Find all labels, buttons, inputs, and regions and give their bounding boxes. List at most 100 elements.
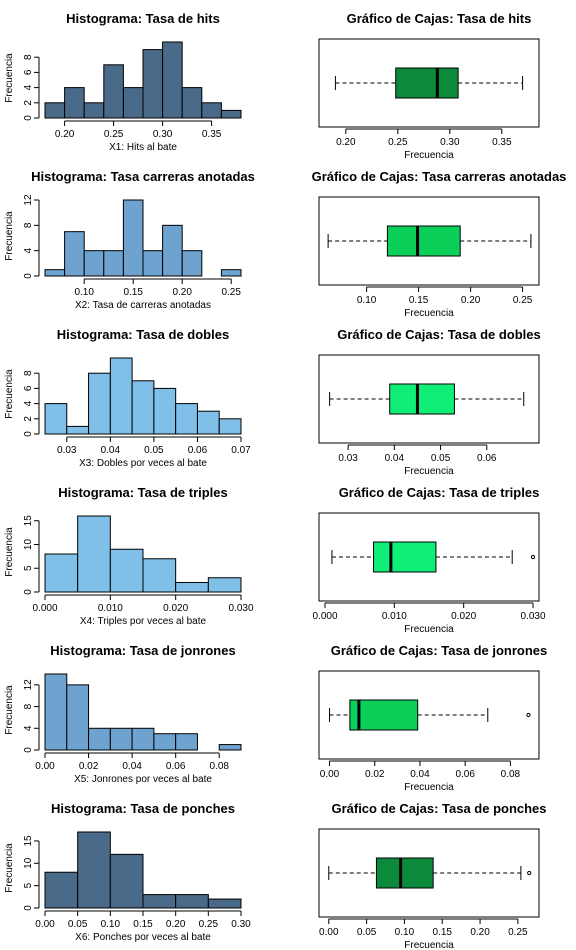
histogram-bar — [44, 102, 66, 119]
boxplot-frame — [318, 196, 540, 286]
histogram-bar — [109, 727, 133, 751]
histogram-panel: Histograma: Tasa de ponches 0.00 0.05 0.10 0… — [4, 801, 251, 943]
x-tick-label: 0.020 — [451, 611, 476, 622]
x-axis-label: X3: Dobles por veces al bate — [79, 458, 207, 469]
histogram-bar — [103, 64, 124, 119]
x-tick-label: 0.08 — [209, 761, 229, 772]
y-axis-label: Frecuencia — [4, 527, 15, 577]
x-tick-label: 0.06 — [455, 769, 475, 780]
x-axis-label: X4: Triples por veces al bate — [80, 616, 207, 627]
histogram-bar — [153, 733, 177, 751]
x-tick-label: 0.30 — [440, 137, 460, 148]
boxplot-title: Gráfico de Cajas: Tasa carreras anotadas — [312, 169, 567, 184]
histogram-bar — [175, 894, 209, 909]
boxplot-title: Gráfico de Cajas: Tasa de dobles — [337, 327, 541, 342]
y-tick-label: 6 — [23, 385, 34, 391]
y-axis-label: Frecuencia — [4, 843, 15, 893]
x-axis-label: X1: Hits al bate — [109, 142, 177, 153]
x-tick-label: 0.030 — [228, 603, 253, 614]
x-tick-label: 0.25 — [104, 129, 124, 140]
histogram-bar — [162, 41, 183, 119]
x-tick-label: 0.25 — [388, 137, 408, 148]
y-tick-label: 12 — [23, 679, 34, 691]
y-tick-label: 15 — [23, 515, 34, 527]
histogram-bar — [122, 199, 144, 277]
y-axis-label: Frecuencia — [4, 685, 15, 735]
histogram-bar — [77, 515, 111, 593]
iqr-box — [389, 383, 455, 415]
x-tick-label: 0.10 — [74, 287, 94, 298]
boxplot-frame — [318, 828, 540, 918]
boxplot-panel: Gráfico de Cajas: Tasa de jonrones 0.00 0.… — [318, 643, 547, 793]
x-tick-label: 0.03 — [57, 445, 77, 456]
x-tick-label: 0.05 — [357, 927, 377, 938]
histogram-title: Histograma: Tasa de jonrones — [50, 643, 235, 658]
x-axis-label: Frecuencia — [404, 624, 454, 635]
histogram-bar — [44, 403, 68, 435]
boxplot-frame — [318, 38, 540, 128]
histogram-bar — [88, 372, 111, 435]
y-tick-label: 8 — [23, 54, 34, 60]
x-axis-label: Frecuencia — [404, 940, 454, 950]
histogram-panel: Histograma: Tasa de triples 0.000 0.010 0.0… — [4, 485, 254, 627]
y-tick-label: 10 — [23, 539, 34, 551]
x-tick-label: 0.20 — [470, 927, 490, 938]
x-tick-label: 0.02 — [365, 769, 385, 780]
x-tick-label: 0.010 — [98, 603, 123, 614]
histogram-bar — [83, 250, 105, 277]
x-axis-label: X2: Tasa de carreras anotadas — [75, 300, 211, 311]
x-tick-label: 0.10 — [357, 295, 377, 306]
histogram-title: Histograma: Tasa de dobles — [57, 327, 229, 342]
x-tick-label: 0.04 — [122, 761, 142, 772]
x-axis-label: Frecuencia — [404, 308, 454, 319]
x-tick-label: 0.30 — [231, 919, 251, 930]
x-tick-label: 0.20 — [336, 137, 356, 148]
y-tick-label: 0 — [23, 431, 34, 437]
iqr-box — [373, 541, 437, 573]
histogram-title: Histograma: Tasa de triples — [58, 485, 228, 500]
y-tick-label: 5 — [23, 882, 34, 888]
x-axis-label: Frecuencia — [404, 150, 454, 161]
boxplot-frame — [318, 670, 540, 760]
y-tick-label: 8 — [23, 370, 34, 376]
histogram-bar — [64, 231, 85, 277]
x-tick-label: 0.15 — [433, 927, 453, 938]
histogram-bar — [153, 387, 177, 435]
y-tick-label: 12 — [23, 194, 34, 206]
x-tick-label: 0.20 — [166, 919, 186, 930]
x-tick-label: 0.35 — [492, 137, 512, 148]
histogram-bar — [142, 250, 164, 277]
x-tick-label: 0.10 — [101, 919, 121, 930]
boxplot-title: Gráfico de Cajas: Tasa de hits — [347, 11, 532, 26]
histogram-panel: Histograma: Tasa de jonrones 0.00 0.02 0.04… — [4, 643, 242, 785]
x-axis-label: Frecuencia — [404, 466, 454, 477]
histogram-bar — [181, 250, 203, 277]
x-tick-label: 0.30 — [153, 129, 173, 140]
y-tick-label: 0 — [23, 115, 34, 121]
y-tick-label: 0 — [23, 273, 34, 279]
y-tick-label: 4 — [23, 247, 34, 253]
x-tick-label: 0.25 — [199, 919, 219, 930]
x-tick-label: 0.03 — [338, 453, 358, 464]
x-tick-label: 0.030 — [520, 611, 545, 622]
boxplot-frame — [318, 512, 540, 602]
histogram-bar — [142, 49, 164, 119]
x-tick-label: 0.00 — [320, 769, 340, 780]
x-tick-label: 0.04 — [101, 445, 121, 456]
y-tick-label: 0 — [23, 589, 34, 595]
y-tick-label: 4 — [23, 84, 34, 90]
boxplot-panel: Gráfico de Cajas: Tasa de dobles 0.03 0.04… — [318, 327, 541, 477]
boxplot-title: Gráfico de Cajas: Tasa de ponches — [331, 801, 546, 816]
histogram-bar — [131, 727, 155, 751]
x-axis-label: X5: Jonrones por veces al bate — [74, 774, 212, 785]
x-tick-label: 0.04 — [385, 453, 405, 464]
x-tick-label: 0.00 — [319, 927, 339, 938]
histogram-bar — [207, 577, 242, 593]
y-tick-label: 8 — [23, 222, 34, 228]
histogram-bar — [109, 853, 144, 909]
x-tick-label: 0.05 — [144, 445, 164, 456]
histogram-bar — [142, 558, 177, 593]
histogram-bar — [175, 582, 209, 593]
histogram-panel: Histograma: Tasa de hits 0.20 0.25 0.30 0.35… — [4, 11, 242, 153]
